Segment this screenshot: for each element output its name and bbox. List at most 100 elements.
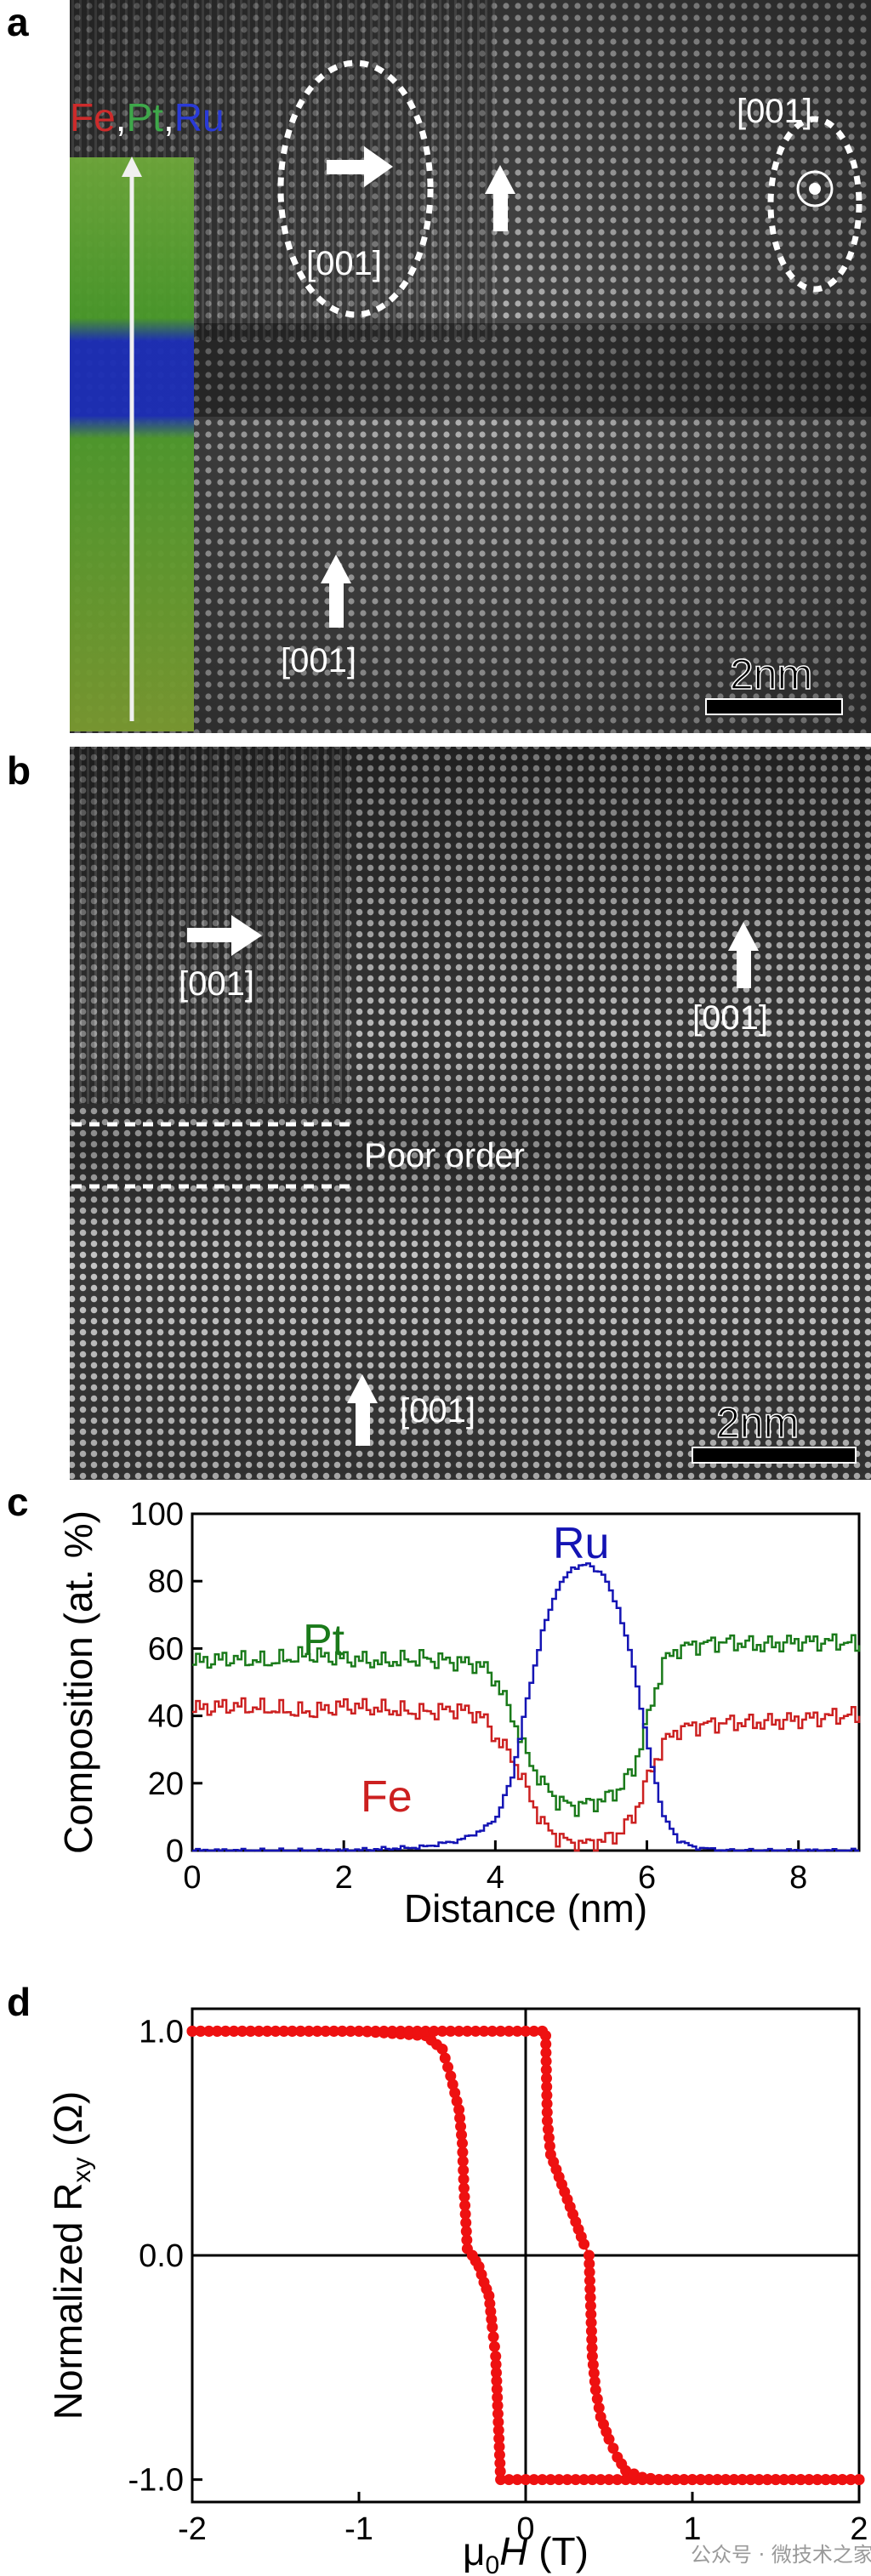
chart-d-point	[495, 2025, 507, 2037]
chart-d-point	[544, 2474, 556, 2486]
chart-d-point	[439, 2052, 451, 2064]
chart-d-point	[541, 2115, 553, 2127]
chart-d-point	[544, 2140, 555, 2152]
chart-d-point	[537, 2474, 549, 2486]
chart-d-point	[245, 2025, 257, 2037]
chart-d-point	[542, 2124, 554, 2135]
chart-d-point	[458, 2164, 470, 2176]
chart-d-point	[487, 2331, 499, 2343]
chart-d-point	[803, 2474, 815, 2486]
chart-d-point	[778, 2474, 790, 2486]
chart-d-point	[586, 2342, 598, 2354]
chart-d-point	[540, 2064, 552, 2076]
chart-d-point	[503, 2474, 515, 2486]
chart-d-point	[686, 2474, 698, 2486]
chart-d-point	[491, 2383, 503, 2395]
chart-d-point	[487, 2025, 498, 2037]
chart-c-frame	[191, 1512, 861, 1852]
chart-d-point	[520, 2025, 532, 2037]
chart-d-point	[457, 2137, 469, 2149]
chart-d-point	[584, 2300, 596, 2312]
chart-d-point	[461, 2243, 473, 2255]
chart-d-point	[589, 2384, 601, 2396]
chart-d-point	[492, 2391, 504, 2403]
arrow-up-a-bottom	[321, 554, 351, 628]
chart-d-point	[540, 2039, 552, 2050]
chart-d-point	[584, 2275, 595, 2287]
chart-d-point	[386, 2025, 398, 2037]
chart-d-point	[219, 2025, 231, 2037]
chart-d-point	[587, 2359, 599, 2371]
legend-fe: Fe	[70, 95, 116, 139]
chart-d-xtick-label: 1	[683, 2511, 701, 2547]
chart-d-point	[540, 2047, 552, 2059]
chart-d-point	[454, 2113, 466, 2124]
chart-c-xtick-label: 2	[335, 1860, 353, 1896]
zone-axis-label-b2: [001]	[692, 999, 768, 1037]
chart-d-point	[442, 2061, 454, 2073]
chart-d-point	[460, 2226, 472, 2238]
chart-d-point	[511, 2474, 523, 2486]
panel-d-letter: d	[7, 1980, 31, 2024]
chart-d-point	[451, 2095, 463, 2107]
chart-d-point	[456, 2129, 468, 2141]
panel-a-shading	[70, 0, 871, 733]
chart-d-point	[543, 2132, 555, 2144]
chart-d-ytick-label: 0.0	[139, 2238, 184, 2274]
chart-d-point	[770, 2474, 782, 2486]
chart-d-point	[447, 2078, 458, 2090]
chart-d-series	[186, 2025, 865, 2486]
chart-d-point	[678, 2474, 690, 2486]
chart-c-xtick-label: 4	[487, 1860, 504, 1896]
arrow-right-a	[327, 146, 393, 187]
chart-d-point	[203, 2025, 215, 2037]
chart-c-ytick-label: 100	[130, 1497, 184, 1533]
chart-d-point	[570, 2474, 582, 2486]
chart-d-point	[845, 2474, 857, 2486]
chart-c-ytick-label: 60	[148, 1631, 184, 1667]
chart-c-series	[192, 1562, 861, 1852]
chart-d-point	[459, 2199, 471, 2211]
chart-d-point	[720, 2474, 732, 2486]
chart-d-point	[228, 2025, 240, 2037]
chart-c-label-pt: Pt	[303, 1616, 345, 1665]
chart-d-point	[620, 2465, 632, 2476]
chart-d-point	[492, 2425, 504, 2437]
chart-d-point	[603, 2474, 615, 2486]
chart-d-point	[737, 2474, 749, 2486]
chart-d-point	[541, 2098, 553, 2110]
chart-d-point	[458, 2173, 470, 2185]
chart-d-ytick-label: -1.0	[128, 2463, 184, 2499]
chart-d-point	[445, 2025, 457, 2037]
chart-d-point	[607, 2442, 619, 2454]
grain-ellipse-left	[277, 60, 434, 318]
chart-d-point	[492, 2400, 504, 2412]
chart-d-point	[495, 2474, 507, 2486]
zone-axis-label-b3: [001]	[400, 1392, 475, 1430]
chart-d-point	[195, 2025, 207, 2037]
chart-d-point	[344, 2025, 356, 2037]
scale-bar-a	[705, 698, 843, 715]
chart-d-point	[588, 2367, 600, 2379]
chart-d-point	[520, 2474, 532, 2486]
chart-d-point	[820, 2474, 832, 2486]
chart-d-point	[436, 2025, 448, 2037]
chart-d-point	[428, 2025, 440, 2037]
chart-c-ytick-label: 20	[148, 1766, 184, 1802]
legend-comma-1: ,	[116, 95, 127, 139]
chart-d-point	[541, 2090, 553, 2101]
chart-c-series-fe	[192, 1697, 861, 1852]
chart-d-point	[584, 2283, 596, 2295]
chart-d-xtick-label: 2	[850, 2511, 868, 2547]
chart-d-point	[492, 2416, 504, 2428]
chart-d-point	[695, 2474, 707, 2486]
chart-d-point	[503, 2025, 515, 2037]
chart-d-point	[370, 2025, 382, 2037]
chart-d-point	[478, 2025, 490, 2037]
chart-c-ytick-label: 40	[148, 1699, 184, 1735]
chart-c-series-pt	[192, 1633, 861, 1817]
chart-d-ylabel-unit: (Ω)	[46, 2091, 90, 2158]
chart-d-point	[578, 2238, 590, 2250]
chart-d-point	[578, 2474, 590, 2486]
